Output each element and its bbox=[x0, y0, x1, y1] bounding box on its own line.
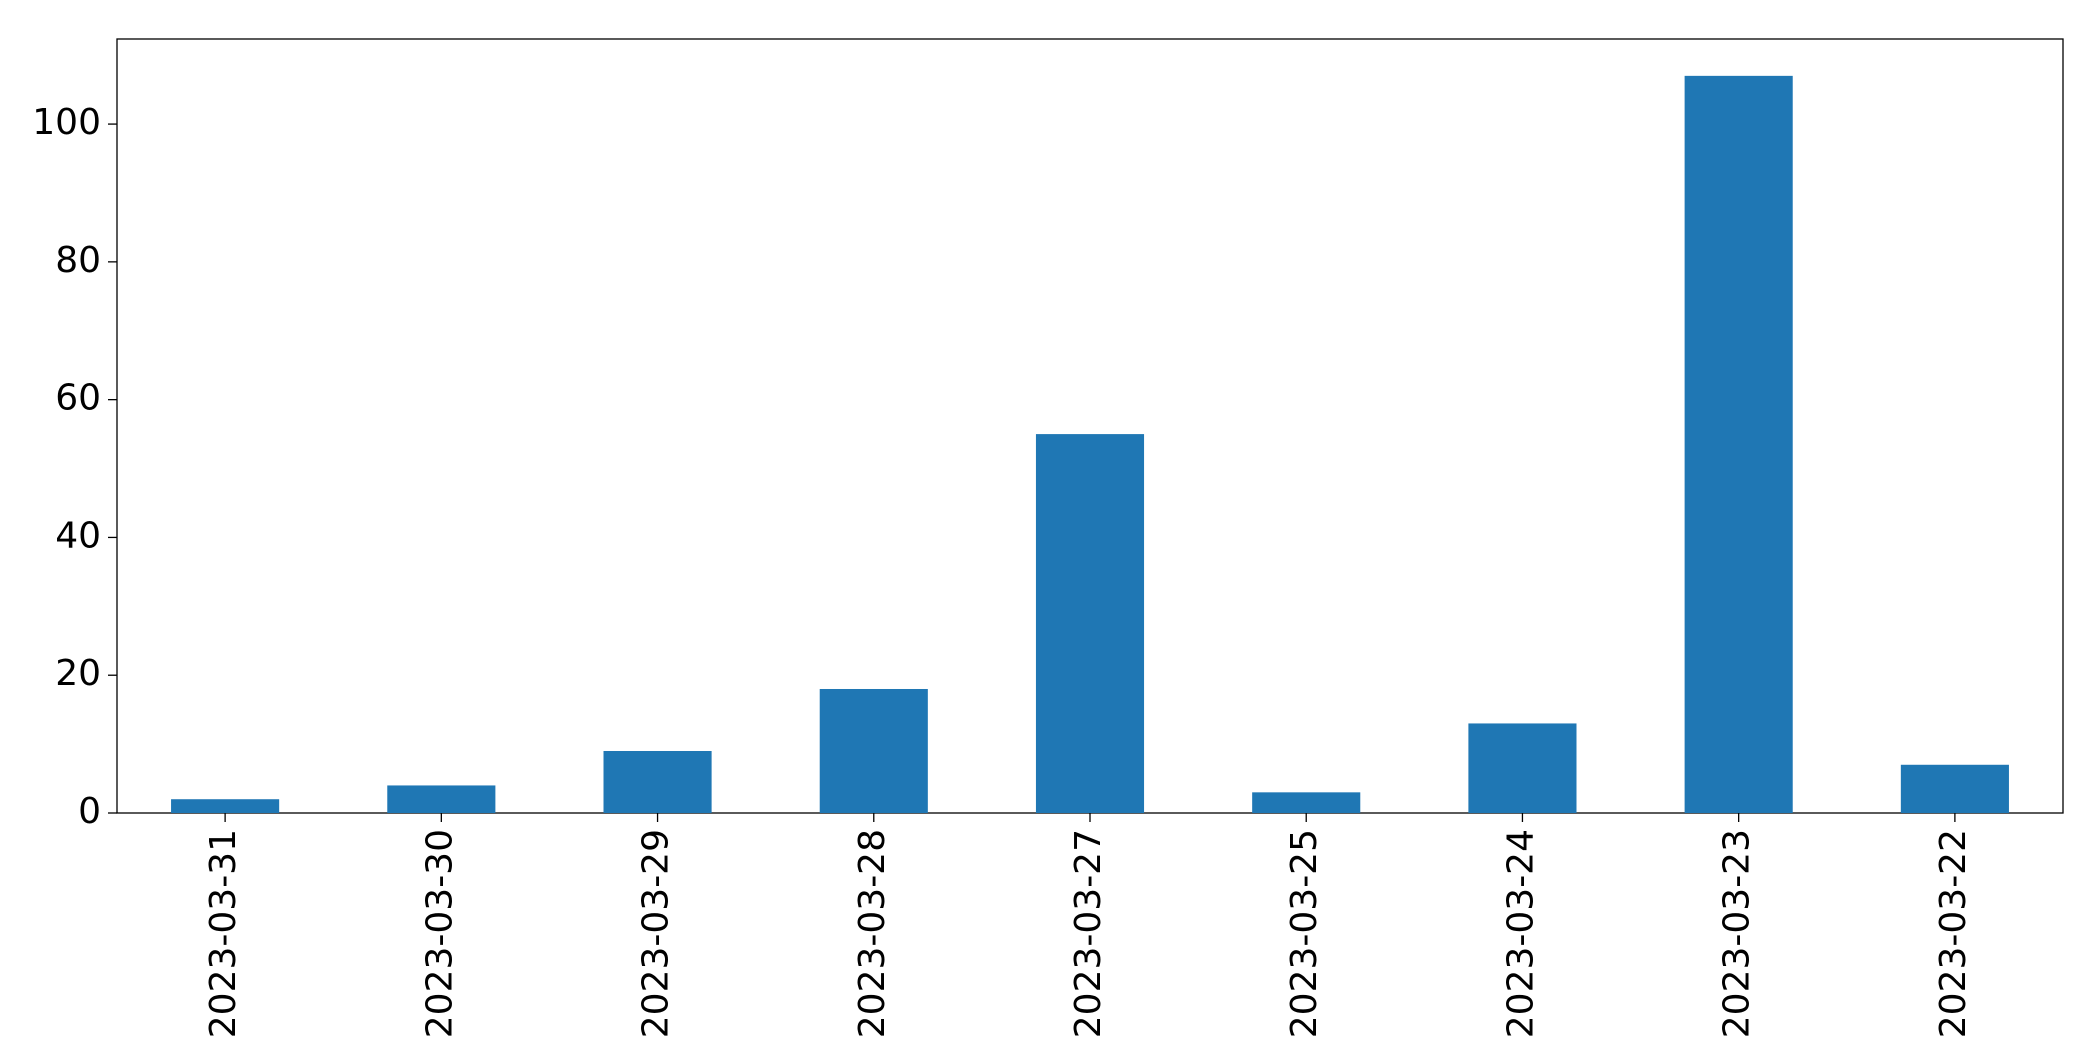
y-tick-label: 20 bbox=[55, 653, 101, 694]
x-tick-label: 2023-03-22 bbox=[1933, 829, 1974, 1038]
x-tick-label: 2023-03-23 bbox=[1717, 829, 1758, 1038]
bar bbox=[1035, 434, 1145, 813]
x-tick-label: 2023-03-31 bbox=[203, 829, 244, 1038]
x-tick-label: 2023-03-27 bbox=[1068, 829, 1109, 1038]
bar bbox=[1684, 75, 1793, 814]
bar bbox=[1468, 723, 1577, 813]
bar bbox=[819, 688, 928, 813]
y-tick-label: 0 bbox=[78, 791, 101, 832]
y-tick-label: 40 bbox=[55, 515, 101, 556]
bar bbox=[603, 750, 712, 813]
y-tick-label: 60 bbox=[55, 378, 101, 419]
bar bbox=[1252, 792, 1361, 813]
x-tick-label: 2023-03-30 bbox=[419, 829, 460, 1038]
x-tick-label: 2023-03-24 bbox=[1500, 829, 1541, 1038]
y-tick-label: 100 bbox=[32, 102, 101, 143]
x-tick-label: 2023-03-29 bbox=[636, 829, 677, 1038]
bar bbox=[387, 785, 496, 813]
x-tick-label: 2023-03-28 bbox=[852, 829, 893, 1038]
bar bbox=[1900, 764, 2009, 813]
y-tick-label: 80 bbox=[55, 240, 101, 281]
x-tick-label: 2023-03-25 bbox=[1284, 829, 1325, 1038]
bar bbox=[171, 799, 280, 813]
